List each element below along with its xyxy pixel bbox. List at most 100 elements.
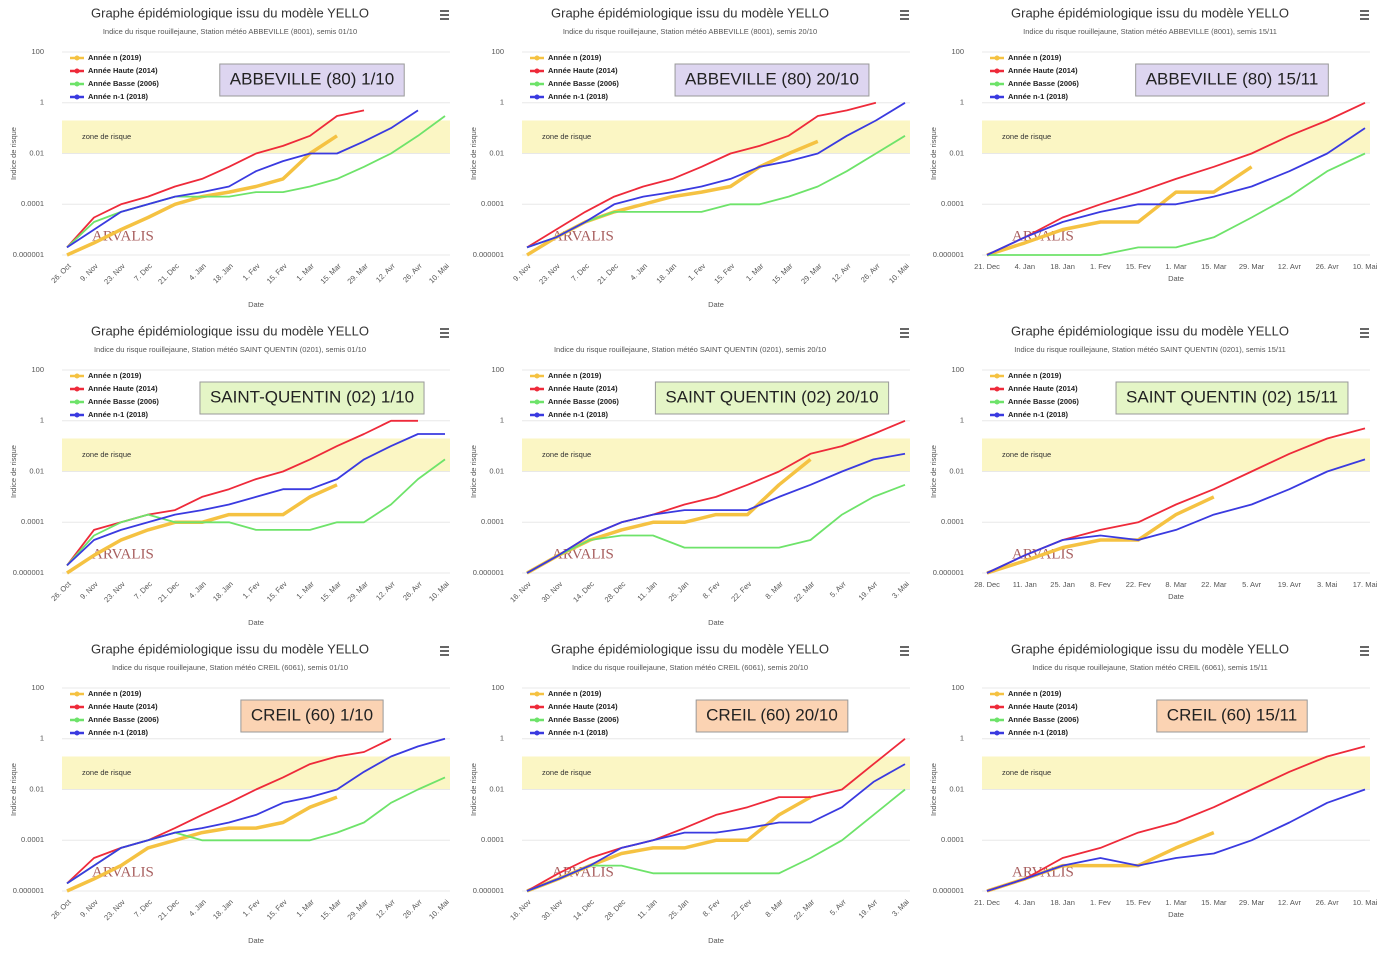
series-line — [526, 483, 906, 574]
legend-marker — [994, 55, 1000, 61]
legend-label: Année n (2019) — [1008, 689, 1062, 698]
risk-zone — [62, 120, 450, 154]
menu-icon — [1360, 18, 1369, 20]
x-tick-label: 26. Oct — [49, 579, 73, 603]
menu-icon — [1360, 646, 1369, 648]
chart-subtitle: Indice du risque rouillejaune, Station m… — [112, 663, 348, 672]
station-label-box — [240, 699, 384, 733]
x-axis-title: Date — [708, 300, 724, 309]
y-tick-label: 0.0001 — [21, 199, 44, 208]
series-line — [526, 102, 906, 249]
station-label-box — [695, 699, 849, 733]
y-tick-label: 0.000001 — [473, 250, 504, 259]
x-tick-label: 11. Jan — [635, 579, 658, 602]
x-tick-label: 18. Jan — [211, 261, 235, 285]
x-tick-label: 22. Mar — [1201, 580, 1227, 589]
legend-label: Année Basse (2006) — [548, 79, 619, 88]
y-tick-label: 0.01 — [489, 466, 504, 475]
y-tick-label: 0.0001 — [481, 835, 504, 844]
y-tick-label: 0.0001 — [481, 199, 504, 208]
y-axis-title: Indice de risque — [929, 127, 938, 180]
legend-label: Année n-1 (2018) — [548, 410, 609, 419]
watermark: ARVALIS — [92, 546, 154, 562]
chart-title: Graphe épidémiologique issu du modèle YE… — [91, 5, 369, 20]
legend-marker — [74, 55, 80, 61]
x-tick-label: 4. Jan — [1015, 262, 1035, 271]
y-tick-label: 0.01 — [949, 466, 964, 475]
risk-zone — [62, 756, 450, 790]
x-tick-label: 4. Jan — [628, 261, 649, 282]
menu-icon — [1360, 10, 1369, 12]
x-tick-label: 28. Dec — [603, 897, 628, 922]
x-tick-label: 26. Avr — [401, 579, 424, 602]
chart-subtitle: Indice du risque rouillejaune, Station m… — [1014, 345, 1286, 354]
x-tick-label: 12. Avr — [374, 579, 397, 602]
x-tick-label: 1. Mar — [744, 261, 766, 283]
x-tick-label: 21. Dec — [595, 261, 620, 286]
y-tick-label: 0.0001 — [21, 517, 44, 526]
x-tick-label: 1. Mar — [294, 579, 316, 601]
x-tick-label: 10. Mai — [1353, 898, 1378, 907]
station-label-box — [1135, 63, 1329, 97]
menu-icon — [440, 10, 449, 12]
x-tick-label: 1. Fev — [241, 579, 262, 600]
legend-label: Année Haute (2014) — [88, 66, 158, 75]
chart-title: Graphe épidémiologique issu du modèle YE… — [91, 323, 369, 338]
menu-icon — [440, 18, 449, 20]
x-tick-label: 12. Avr — [1278, 898, 1302, 907]
series-line — [986, 458, 1366, 574]
x-tick-label: 15. Mar — [318, 897, 343, 922]
legend-marker — [74, 730, 80, 736]
legend-marker — [74, 373, 80, 379]
x-tick-label: 8. Fev — [701, 897, 722, 918]
legend-marker — [534, 81, 540, 87]
y-axis-title: Indice de risque — [469, 127, 478, 180]
x-tick-label: 3. Mai — [890, 579, 911, 600]
station-label-box — [219, 63, 405, 97]
y-tick-label: 0.000001 — [933, 568, 964, 577]
y-tick-label: 0.000001 — [473, 568, 504, 577]
x-tick-label: 23. Nov — [102, 579, 127, 604]
y-axis-title: Indice de risque — [9, 763, 18, 816]
x-tick-label: 11. Jan — [635, 897, 658, 920]
series-line — [66, 458, 446, 567]
x-tick-label: 26. Avr — [1316, 898, 1340, 907]
y-tick-label: 0.000001 — [473, 886, 504, 895]
x-tick-label: 22. Fev — [729, 897, 753, 921]
x-axis-title: Date — [708, 936, 724, 945]
y-tick-label: 0.01 — [29, 784, 44, 793]
menu-icon — [900, 332, 909, 334]
chart-title: Graphe épidémiologique issu du modèle YE… — [1011, 641, 1289, 656]
chart-subtitle: Indice du risque rouillejaune, Station m… — [1032, 663, 1268, 672]
series-line — [526, 738, 906, 892]
x-tick-label: 21. Dec — [156, 579, 181, 604]
x-tick-label: 9. Nov — [511, 261, 533, 283]
chart-subtitle: Indice du risque rouillejaune, Station m… — [554, 345, 826, 354]
x-tick-label: 1. Mar — [1165, 898, 1187, 907]
series-line — [986, 830, 1215, 893]
chart-panel: Graphe épidémiologique issu du modèle YE… — [469, 5, 911, 309]
y-tick-label: 100 — [951, 47, 964, 56]
series-line — [526, 452, 906, 574]
series-line — [66, 795, 338, 893]
legend-marker — [74, 81, 80, 87]
legend-label: Année Basse (2006) — [548, 397, 619, 406]
x-tick-label: 8. Mar — [763, 579, 785, 601]
legend-marker — [534, 386, 540, 392]
x-tick-label: 21. Dec — [156, 261, 181, 286]
legend-marker — [534, 412, 540, 418]
risk-zone-label: zone de risque — [542, 132, 591, 141]
legend-label: Année Haute (2014) — [548, 66, 618, 75]
chart-subtitle: Indice du risque rouillejaune, Station m… — [563, 27, 817, 36]
x-tick-label: 21. Dec — [974, 898, 1000, 907]
legend-label: Année n-1 (2018) — [1008, 410, 1069, 419]
series-line — [526, 763, 906, 892]
menu-icon — [440, 654, 449, 656]
menu-icon — [900, 328, 909, 330]
y-tick-label: 100 — [491, 47, 504, 56]
chart-title: Graphe épidémiologique issu du modèle YE… — [91, 641, 369, 656]
legend-marker — [534, 399, 540, 405]
legend-label: Année n (2019) — [88, 53, 142, 62]
x-tick-label: 28. Dec — [974, 580, 1000, 589]
legend-label: Année Basse (2006) — [548, 715, 619, 724]
